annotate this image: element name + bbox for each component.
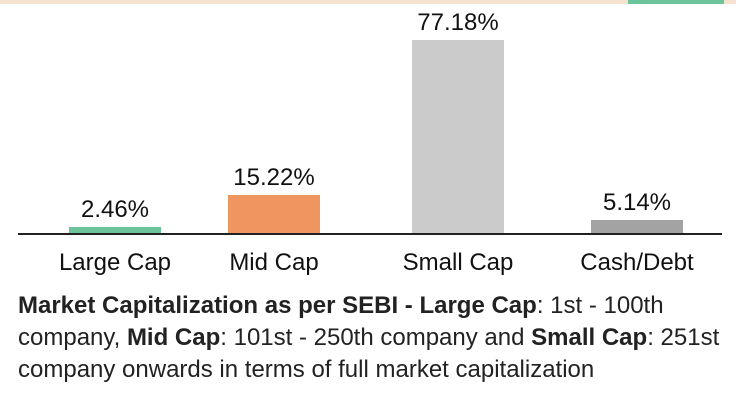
category-label-cash-debt: Cash/Debt <box>580 249 694 276</box>
data-label-mid-cap: 15.22% <box>233 164 314 191</box>
footnote-mid-cap-label: Mid Cap <box>126 324 221 351</box>
data-label-large-cap: 2.46% <box>81 196 149 223</box>
bar-cash-debt <box>591 220 683 233</box>
bars-group: 2.46% Large Cap 15.22% Mid Cap 77.18% Small C… <box>59 9 694 276</box>
footnote: Market Capitalization as per SEBI - Larg… <box>18 290 728 386</box>
data-label-small-cap: 77.18% <box>417 9 498 36</box>
data-label-cash-debt: 5.14% <box>603 189 671 216</box>
footnote-large-cap-label: Large Cap <box>419 292 537 319</box>
bar-large-cap <box>69 227 161 233</box>
footnote-small-cap-label: Small Cap <box>531 324 648 351</box>
footnote-mid-cap-text: : 101st - 250th company and <box>220 324 532 351</box>
bar-chart: 2.46% Large Cap 15.22% Mid Cap 77.18% Small C… <box>18 9 722 276</box>
category-label-mid-cap: Mid Cap <box>229 249 318 276</box>
bar-small-cap <box>412 40 504 233</box>
footnote-small-cap-text: : 251st company onwards in terms of full… <box>18 324 720 383</box>
category-label-small-cap: Small Cap <box>403 249 514 276</box>
top-divider-accent <box>628 0 724 4</box>
footnote-title: Market Capitalization as per SEBI - <box>18 292 413 319</box>
bar-mid-cap <box>228 195 320 233</box>
top-divider-bar <box>0 0 736 4</box>
footnote-large-cap-text: : 1st - 100th company, <box>18 292 664 351</box>
category-label-large-cap: Large Cap <box>59 249 171 276</box>
